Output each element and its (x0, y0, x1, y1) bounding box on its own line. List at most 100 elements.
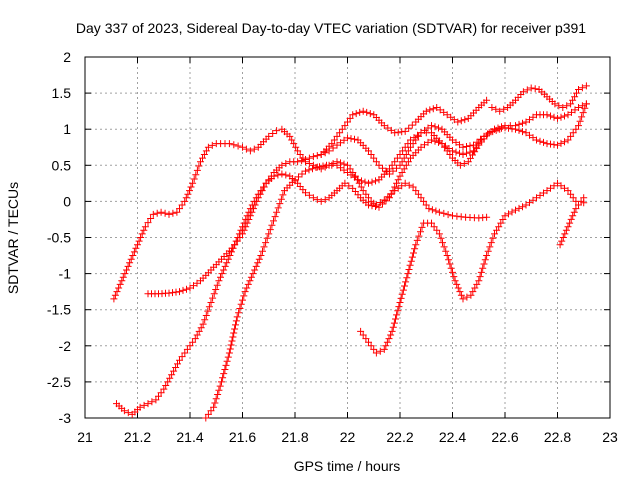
data-point (413, 236, 421, 244)
data-point (379, 200, 386, 208)
data-point (463, 149, 470, 157)
data-point (210, 403, 218, 411)
data-point (223, 259, 231, 267)
data-point (372, 203, 379, 210)
data-point (215, 386, 223, 394)
data-point (393, 311, 401, 319)
data-point (489, 234, 497, 242)
data-point (204, 307, 212, 315)
data-point (153, 209, 161, 217)
data-point (240, 292, 248, 300)
data-point (160, 385, 168, 393)
data-point (467, 291, 475, 299)
data-point (466, 142, 474, 150)
data-point (316, 163, 323, 171)
data-point (183, 345, 191, 353)
data-point (228, 337, 236, 345)
data-point (372, 177, 379, 185)
data-point (274, 171, 282, 179)
data-point (475, 277, 483, 285)
data-point (483, 96, 491, 104)
series-arc-5 (317, 96, 491, 158)
data-point (256, 190, 264, 198)
data-point (559, 234, 567, 241)
x-tick-label: 21 (77, 429, 93, 445)
data-point (195, 162, 203, 170)
x-tick-label: 22 (340, 429, 356, 445)
series-arc-1 (110, 125, 491, 303)
data-point (561, 138, 568, 146)
data-point (221, 366, 229, 373)
data-point (428, 206, 436, 214)
data-point (495, 223, 503, 231)
data-point (212, 286, 220, 293)
data-point (186, 342, 194, 350)
data-point (345, 182, 353, 190)
data-point (202, 414, 210, 422)
x-tick-label: 21.2 (124, 429, 151, 445)
data-point (362, 335, 370, 343)
data-point (361, 178, 369, 186)
data-point (115, 284, 123, 292)
data-point (394, 307, 402, 315)
data-point (463, 293, 471, 301)
data-point (401, 179, 409, 187)
data-point (346, 165, 354, 173)
data-point (173, 208, 181, 216)
data-point (312, 164, 320, 171)
data-point (138, 230, 146, 238)
series-arc-7 (488, 82, 590, 115)
data-point (246, 212, 254, 220)
data-point (302, 189, 309, 197)
data-point (404, 270, 412, 278)
data-point (487, 239, 495, 247)
data-point (451, 277, 459, 285)
data-point (252, 262, 260, 270)
data-point (566, 219, 574, 227)
data-point (200, 151, 208, 158)
data-point (118, 277, 126, 285)
y-axis-label: SDTVAR / TECUs (5, 182, 21, 294)
data-point (257, 252, 265, 259)
data-point (216, 382, 224, 390)
series-arc-2 (113, 100, 590, 418)
data-point (344, 134, 351, 142)
data-point (575, 104, 582, 111)
data-point (267, 172, 275, 180)
data-point (447, 113, 455, 121)
data-point (393, 164, 400, 172)
data-point (236, 234, 244, 241)
data-point (184, 190, 192, 198)
data-point (420, 197, 428, 205)
data-point (302, 156, 309, 163)
data-points (110, 82, 590, 422)
data-point (226, 345, 234, 353)
data-point (567, 215, 575, 223)
data-point (387, 190, 395, 198)
data-point (488, 104, 496, 111)
data-point (341, 122, 349, 130)
data-point (195, 327, 203, 335)
data-point (181, 349, 189, 357)
data-point (443, 147, 451, 155)
data-point (387, 331, 395, 339)
data-point (231, 241, 239, 249)
data-point (582, 100, 590, 108)
data-point (443, 252, 451, 259)
data-point (388, 161, 396, 169)
data-point (578, 113, 586, 121)
data-point (244, 280, 252, 288)
data-point (365, 338, 372, 346)
data-point (428, 122, 435, 130)
data-point (408, 253, 416, 261)
data-point (359, 187, 367, 195)
data-point (208, 141, 216, 149)
data-point (157, 389, 165, 397)
data-point (321, 149, 329, 157)
data-point (408, 121, 416, 129)
data-point (376, 347, 384, 355)
data-point (365, 194, 372, 202)
data-point (231, 325, 239, 333)
data-point (505, 210, 512, 218)
data-point (199, 154, 206, 162)
